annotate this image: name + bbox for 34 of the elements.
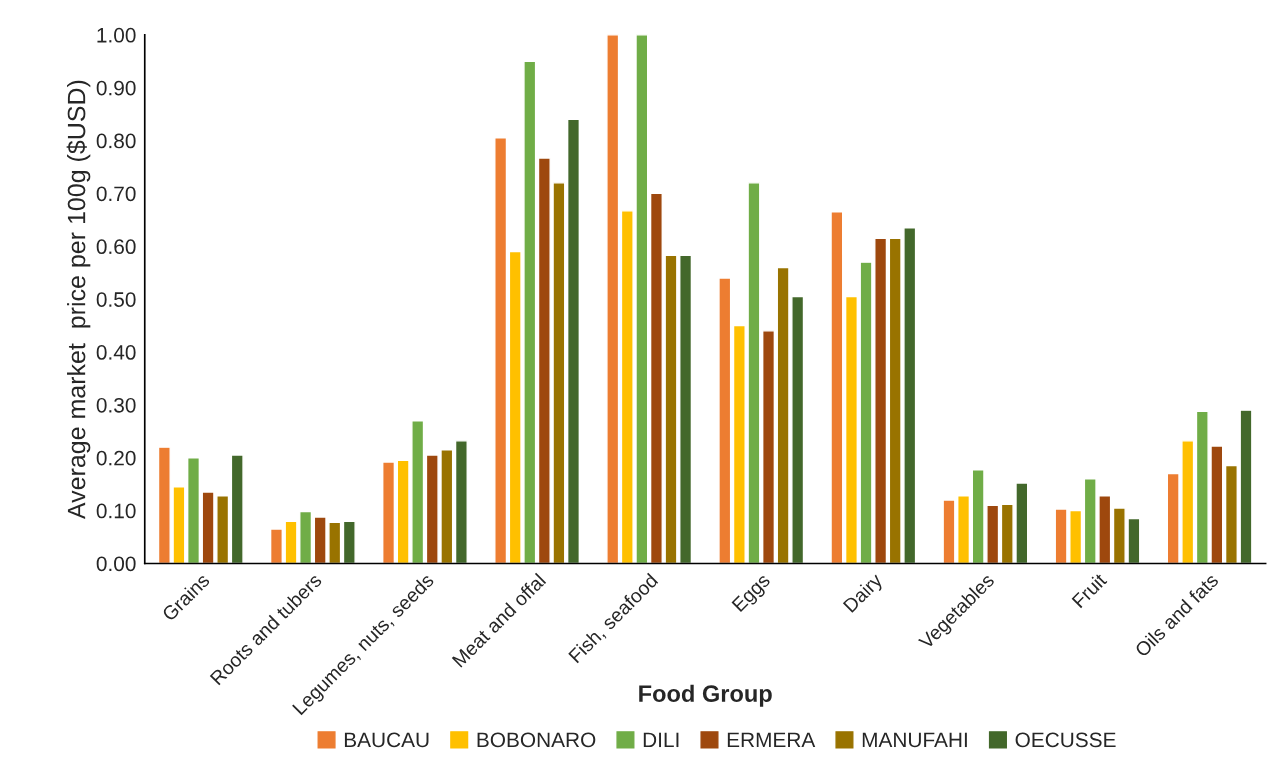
legend-label: OECUSSE <box>1015 732 1116 748</box>
y-tick-label: 0.40 <box>96 345 136 360</box>
legend-label: BAUCAU <box>344 732 429 748</box>
bar <box>606 34 620 564</box>
bar <box>186 457 201 564</box>
bar <box>382 461 396 564</box>
bar <box>342 520 356 564</box>
legend-label: DILI <box>643 732 679 748</box>
legend-label: BOBONARO <box>477 732 596 748</box>
bar <box>844 295 858 564</box>
y-tick-label: 0.30 <box>96 397 136 413</box>
bar <box>454 440 468 564</box>
y-tick-label: 1.00 <box>97 27 136 43</box>
x-tick-label: Oils and fats <box>1133 572 1220 658</box>
bar <box>494 137 508 564</box>
x-axis-title: Food Group <box>639 684 772 707</box>
x-tick-label: Fruit <box>1071 571 1108 609</box>
y-tick-label: 0.20 <box>96 450 136 466</box>
y-tick-label: 0.00 <box>96 556 136 572</box>
y-tick-label: 0.90 <box>96 80 136 96</box>
bar <box>230 454 244 564</box>
y-axis-title: Average market price per 100g ($USD) <box>66 80 91 520</box>
y-tick-label: 0.50 <box>96 292 136 307</box>
legend-label: MANUFAHI <box>862 732 967 748</box>
bar <box>566 118 581 564</box>
bar <box>718 277 732 564</box>
y-tick-label: 0.70 <box>96 186 136 202</box>
y-tick-label: 0.80 <box>96 133 136 149</box>
y-tick-label: 0.10 <box>96 503 136 519</box>
y-tick-label: 0.60 <box>96 239 136 255</box>
bar <box>269 528 283 564</box>
legend-label: ERMERA <box>727 732 816 748</box>
bar <box>830 211 844 564</box>
bar <box>761 330 776 564</box>
